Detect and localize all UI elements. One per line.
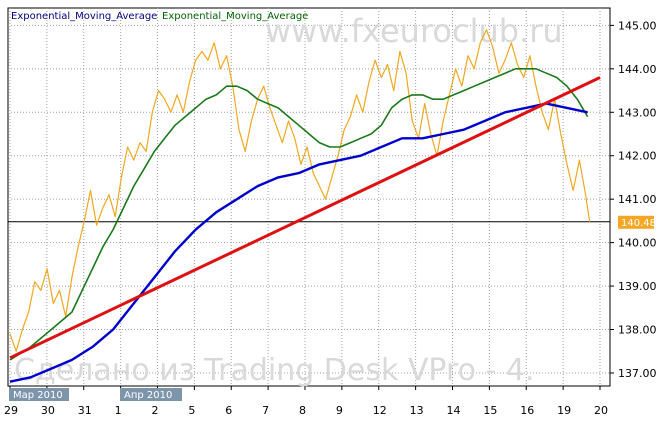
month-tag-apr (120, 388, 182, 401)
x-tick-label: 6 (225, 404, 232, 417)
watermark-top: www.fxeuroclub.ru (265, 12, 563, 50)
series-trendline (9, 76, 601, 360)
y-tick-label: 139.00 (618, 280, 657, 293)
y-axis: 145.00 144.00 143.00 142.00 141.00 140.00 139.… (610, 19, 657, 380)
x-tick-label: 12 (373, 404, 387, 417)
x-axis: 29 30 31 1 2 5 6 7 8 9 12 13 14 15 16 19 20 (4, 386, 608, 417)
x-tick-label: 31 (78, 404, 92, 417)
x-tick-label: 1 (115, 404, 122, 417)
x-tick-label: 20 (594, 404, 608, 417)
x-tick-label: 9 (336, 404, 343, 417)
x-tick-label: 14 (447, 404, 461, 417)
series-layer (8, 29, 610, 383)
x-tick-label: 2 (152, 404, 159, 417)
x-tick-label: 19 (557, 404, 571, 417)
y-tick-label: 138.00 (618, 324, 657, 337)
x-tick-label: 7 (262, 404, 269, 417)
x-tick-label: 8 (299, 404, 306, 417)
legend-entry-2: Exponential_Moving_Average (162, 11, 308, 22)
legend-entry-1: Exponential_Moving_Average (11, 11, 157, 22)
grid (8, 8, 610, 386)
series-ema-slow (9, 102, 588, 383)
month-label-apr: Апр 2010 (124, 390, 172, 401)
x-tick-label: 13 (410, 404, 424, 417)
x-tick-label: 29 (4, 404, 18, 417)
y-tick-label: 140.00 (618, 237, 657, 250)
y-tick-label: 141.00 (618, 193, 657, 206)
month-label-mar: Мар 2010 (13, 390, 63, 401)
current-price-tag (618, 215, 654, 229)
y-tick-label: 145.00 (618, 19, 657, 32)
x-tick-label: 30 (41, 404, 55, 417)
month-tag-mar (9, 388, 69, 401)
x-tick-label: 15 (483, 404, 497, 417)
x-tick-label: 16 (520, 404, 534, 417)
x-tick-label: 5 (188, 404, 195, 417)
y-tick-label: 144.00 (618, 63, 657, 76)
current-price-label: 140.48 (621, 218, 656, 229)
series-ema-fast (9, 68, 589, 361)
y-tick-label: 143.00 (618, 106, 657, 119)
watermark-bottom: Сделано из Trading Desk VPro - 4. (14, 353, 535, 388)
y-tick-label: 142.00 (618, 150, 657, 163)
y-tick-label: 137.00 (618, 367, 657, 380)
series-price (9, 29, 591, 352)
